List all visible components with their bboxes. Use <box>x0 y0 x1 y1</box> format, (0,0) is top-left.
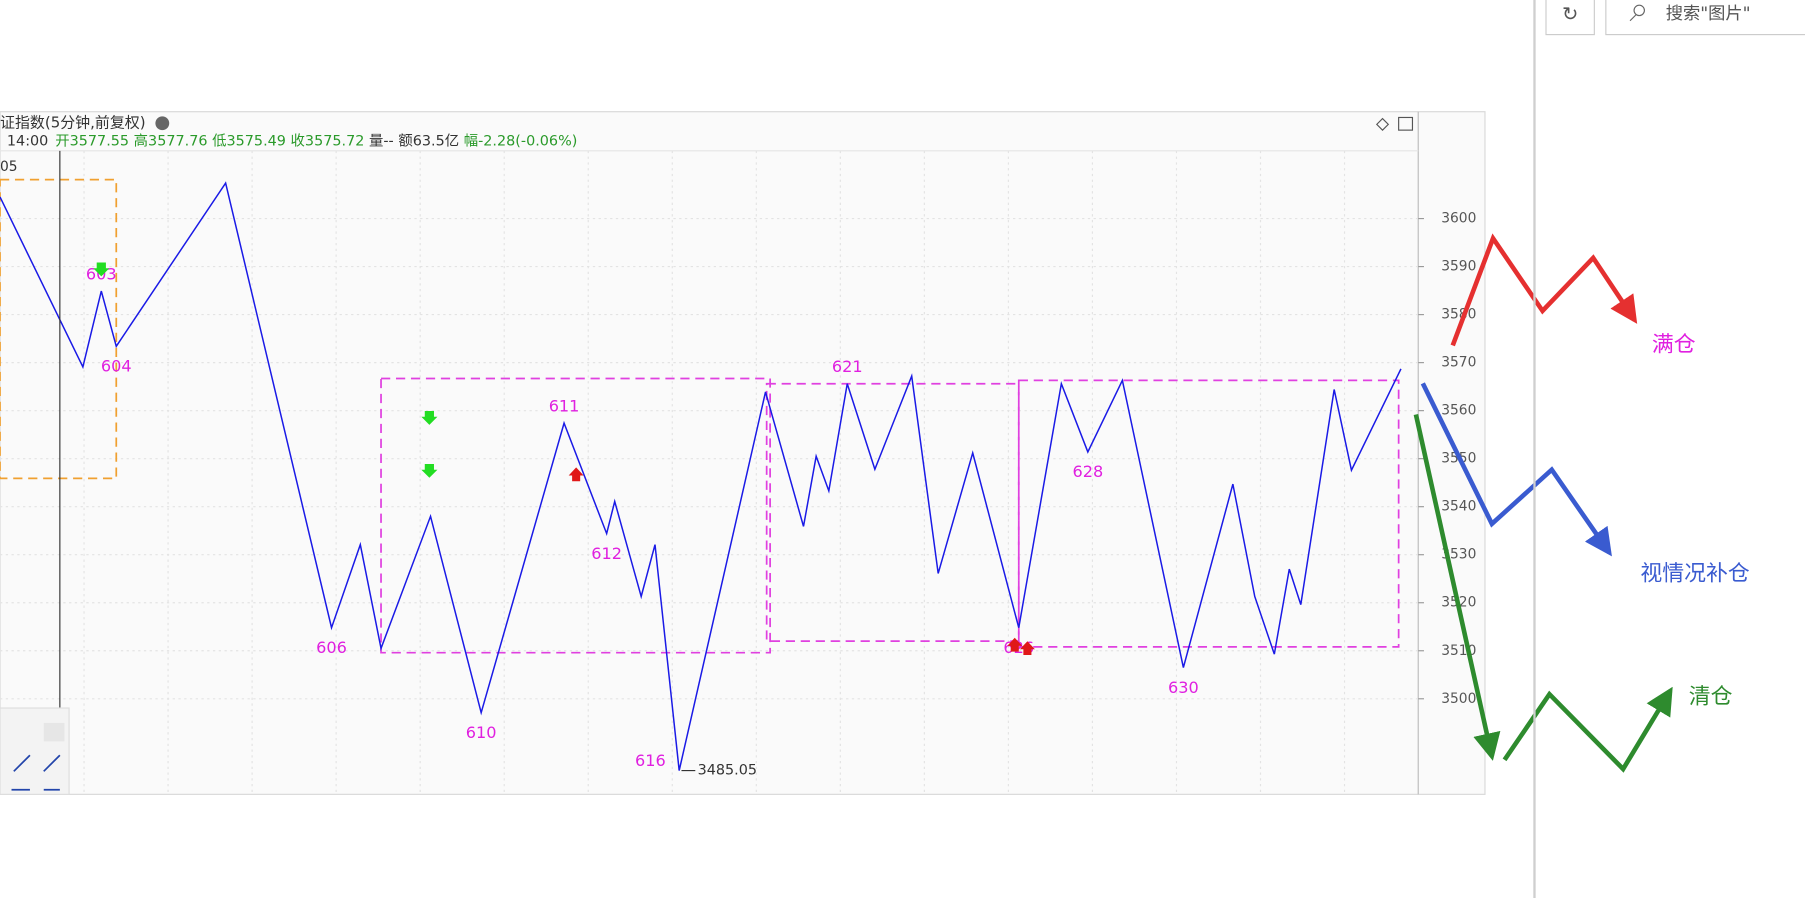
quote-field: 幅-2.28(-0.06%) <box>464 133 578 150</box>
refresh-button[interactable] <box>1545 0 1595 36</box>
close-button[interactable] <box>43 722 65 742</box>
pivot-label: 610 <box>466 723 497 742</box>
range-box <box>380 377 771 654</box>
pivot-label: 616 <box>635 751 666 770</box>
annotation-add: 视情况补仓 <box>1640 561 1749 586</box>
range-box <box>1017 379 1400 648</box>
pivot-label: 630 <box>1168 678 1199 697</box>
search-placeholder: 搜索"图片" <box>1666 4 1751 24</box>
annotation-clear: 清仓 <box>1689 685 1733 710</box>
y-tick-label: 3500 <box>1441 691 1476 707</box>
refresh-icon: ↻ <box>1562 3 1578 26</box>
signal-arrows <box>93 262 1035 656</box>
pivot-label: 612 <box>591 544 622 563</box>
chart-panel <box>0 111 1486 795</box>
quote-field: 高3577.76 <box>134 133 208 150</box>
y-tick-label: 3570 <box>1441 355 1476 371</box>
low-value-label: 3485.05 <box>698 763 757 779</box>
y-tick-label: 3580 <box>1441 307 1476 323</box>
tool-palette <box>0 707 70 795</box>
y-tick-label: 3560 <box>1441 403 1476 419</box>
time: 14:00 <box>7 134 48 150</box>
quote-info: 14:00 开3577.55 高3577.76 低3575.49 收3575.72 量--… <box>7 133 577 150</box>
pivot-label: 611 <box>549 397 580 416</box>
panel-icon[interactable] <box>1398 116 1414 131</box>
pivot-label: 606 <box>316 638 347 657</box>
zigzag-line <box>0 181 1402 771</box>
ray-tool[interactable] <box>43 754 61 772</box>
y-tick-label: 3540 <box>1441 499 1476 515</box>
vertical-grid <box>83 150 1346 795</box>
range-box <box>0 178 118 480</box>
search-icon-handle <box>1629 14 1637 22</box>
annotation-full: 满仓 <box>1652 332 1696 357</box>
quote-field: 低3575.49 <box>212 133 286 150</box>
annotation-arrows <box>1413 233 1673 773</box>
quote-field: 额63.5亿 <box>398 133 459 150</box>
diamond-icon[interactable] <box>1375 117 1390 131</box>
dropdown-icon[interactable] <box>155 116 170 131</box>
pivot-label: 628 <box>1072 462 1103 481</box>
y-tick-label: 3600 <box>1441 211 1476 227</box>
quote-field: 开3577.55 <box>55 134 129 150</box>
y-tick-label: 3590 <box>1441 259 1476 275</box>
corner-value: 05 <box>0 159 18 175</box>
quote-field: 收3575.72 <box>291 133 365 150</box>
search-icon <box>1633 4 1645 17</box>
pivot-label: 621 <box>832 357 863 376</box>
chart-title: 证指数(5分钟,前复权) <box>0 114 146 132</box>
quote-field: 量-- <box>369 134 394 150</box>
line-tool[interactable] <box>13 754 31 772</box>
pivot-label: 604 <box>101 357 132 376</box>
